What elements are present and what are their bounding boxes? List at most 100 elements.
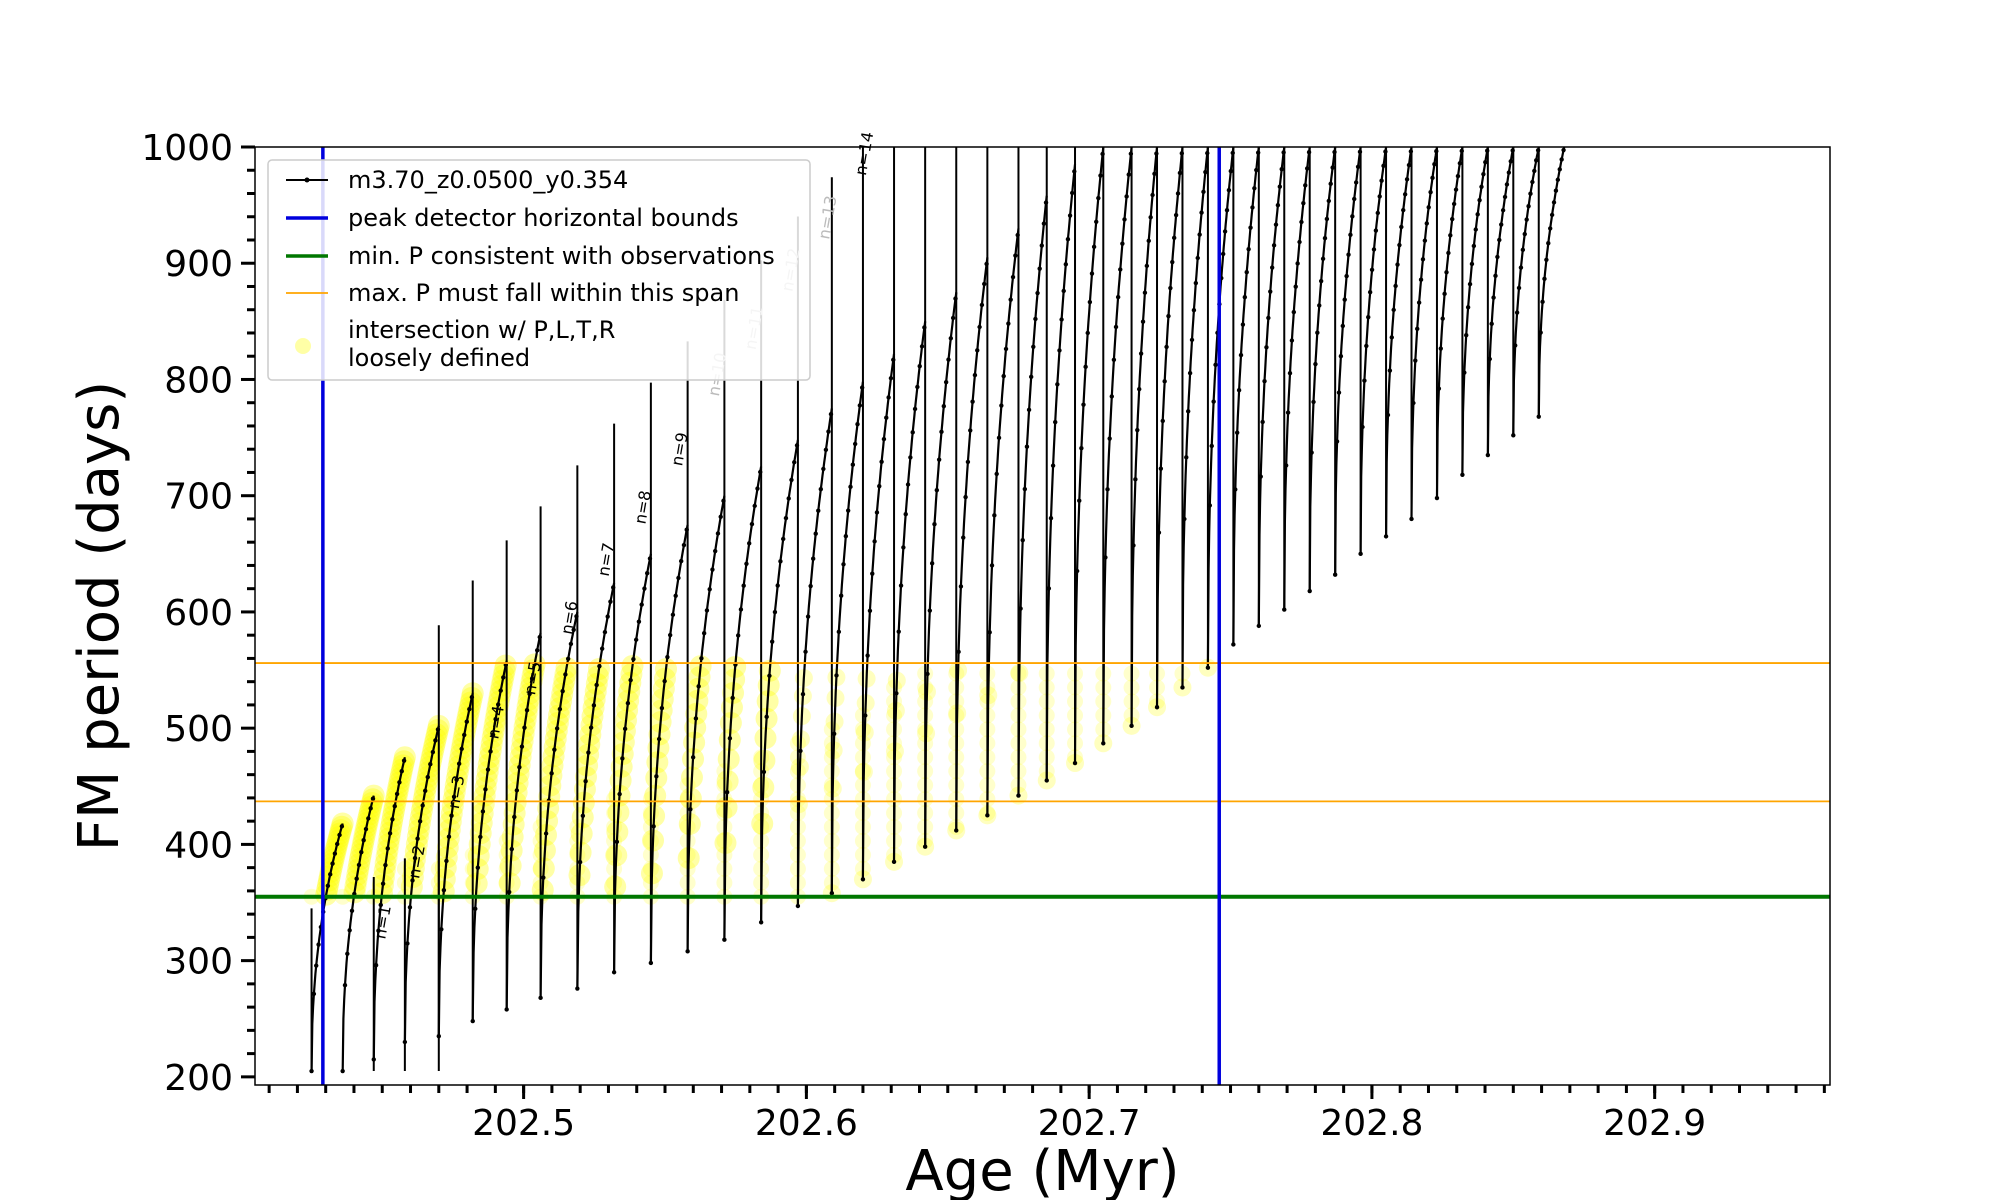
legend-label-min-period: min. P consistent with observations	[348, 242, 775, 270]
data-point	[831, 731, 837, 736]
data-point	[778, 559, 783, 564]
data-point	[1184, 455, 1189, 460]
data-point	[874, 510, 880, 515]
data-point	[1289, 338, 1295, 343]
data-point	[591, 703, 597, 708]
data-point	[485, 767, 491, 772]
data-point	[1135, 427, 1140, 433]
data-point	[1001, 373, 1006, 379]
data-point	[608, 599, 613, 604]
pulse-curve	[1359, 146, 1388, 554]
data-point	[1389, 335, 1394, 340]
data-point	[989, 563, 995, 568]
data-point	[1379, 178, 1384, 183]
data-point	[800, 691, 806, 697]
data-point	[1344, 273, 1349, 279]
data-point	[451, 794, 457, 799]
data-point	[690, 755, 696, 760]
data-point	[1555, 177, 1561, 182]
data-point	[483, 787, 488, 792]
legend-label-intersection: intersection w/ P,L,T,R loosely defined	[348, 316, 615, 372]
data-point	[397, 780, 402, 785]
data-point	[1367, 289, 1373, 295]
data-point	[834, 673, 839, 678]
data-point	[805, 614, 811, 619]
data-point	[339, 824, 345, 829]
data-point	[863, 713, 868, 718]
data-point	[1401, 207, 1406, 213]
data-point	[1430, 175, 1435, 181]
data-point	[836, 629, 842, 635]
data-point	[1469, 261, 1475, 267]
data-point	[1008, 297, 1013, 302]
data-point	[896, 629, 901, 634]
data-point	[688, 807, 693, 812]
data-point	[941, 403, 947, 409]
data-point	[738, 607, 744, 612]
data-point	[1340, 323, 1345, 329]
pulse-curve	[1486, 146, 1515, 456]
data-point	[961, 535, 966, 540]
data-point	[1375, 210, 1380, 216]
y-tick-label: 200	[164, 1058, 233, 1099]
data-point	[1089, 271, 1095, 276]
data-point	[423, 788, 428, 793]
x-axis-title: Age (Myr)	[905, 1139, 1179, 1200]
data-point	[712, 548, 718, 554]
data-point	[915, 384, 920, 390]
data-point	[1109, 394, 1114, 399]
data-point	[439, 927, 444, 932]
data-point	[975, 348, 980, 353]
data-point	[1187, 370, 1193, 376]
data-point	[509, 846, 514, 852]
data-point	[1260, 419, 1265, 425]
data-point	[1199, 210, 1204, 215]
data-point	[565, 656, 571, 661]
data-point	[1467, 281, 1473, 287]
data-point	[342, 982, 348, 988]
data-point	[449, 813, 454, 818]
data-point	[1483, 159, 1488, 165]
data-point	[1428, 189, 1433, 195]
data-point	[1532, 168, 1537, 174]
data-point	[1504, 182, 1510, 187]
data-point	[1148, 215, 1153, 220]
data-point	[446, 834, 452, 839]
data-point	[366, 816, 371, 821]
data-point	[1266, 315, 1271, 321]
data-point	[1262, 378, 1267, 384]
data-point	[678, 558, 684, 564]
data-point	[501, 675, 506, 680]
data-point	[519, 744, 525, 749]
data-point	[901, 545, 906, 550]
data-point	[1301, 200, 1306, 206]
data-point	[1118, 267, 1123, 272]
legend-label-line: loosely defined	[348, 344, 530, 372]
data-point	[1211, 399, 1216, 404]
data-point	[927, 608, 933, 613]
pulse-curve	[1045, 164, 1077, 781]
legend-label-model: m3.70_z0.0500_y0.354	[348, 166, 628, 194]
pulse-curve	[1385, 146, 1413, 537]
data-point	[1546, 241, 1551, 246]
data-point	[715, 531, 721, 536]
data-point	[1026, 407, 1032, 413]
data-point	[1057, 348, 1062, 353]
data-point	[1479, 184, 1484, 190]
data-point	[783, 515, 789, 521]
data-point	[1318, 278, 1324, 284]
data-point	[1426, 205, 1431, 210]
intersection-point	[362, 784, 385, 807]
data-point	[1404, 177, 1410, 182]
data-point	[1313, 361, 1318, 367]
data-point	[636, 619, 642, 624]
data-point	[673, 593, 678, 598]
data-point	[1328, 181, 1333, 187]
data-point	[332, 851, 338, 856]
data-point	[970, 399, 975, 404]
data-point	[522, 725, 527, 730]
data-point	[1453, 187, 1459, 192]
pulse-curve	[1308, 146, 1337, 592]
data-point	[1103, 555, 1108, 560]
data-point	[676, 575, 681, 581]
